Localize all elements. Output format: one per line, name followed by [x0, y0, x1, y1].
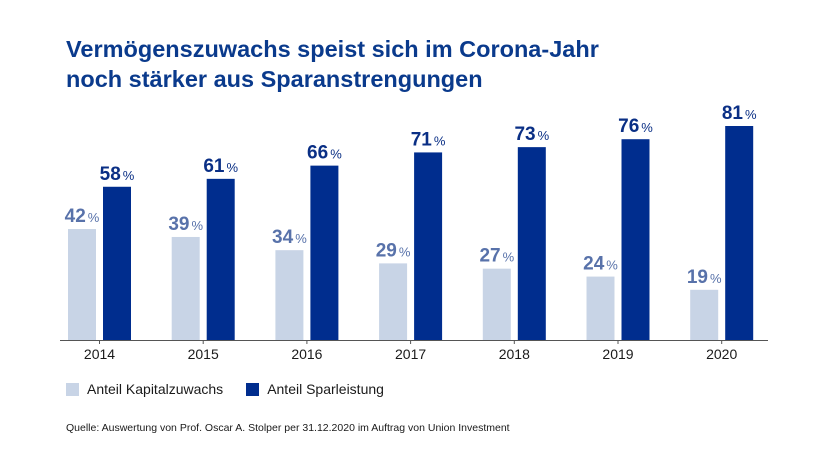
data-label-sparleistung-2017: 71%: [411, 129, 446, 150]
data-label-sparleistung-2015: 61%: [203, 156, 238, 177]
bar-sparleistung-2015: [206, 178, 235, 340]
data-label-kapitalzuwachs-2020: 19%: [687, 267, 722, 288]
data-label-kapitalzuwachs-2018: 27%: [479, 246, 514, 267]
bar-sparleistung-2020: [725, 126, 754, 340]
x-tick-label-2018: 2018: [499, 346, 530, 362]
data-label-kapitalzuwachs-2017: 29%: [376, 240, 411, 261]
data-label-sparleistung-2020: 81%: [722, 103, 757, 124]
bar-sparleistung-2016: [310, 165, 339, 340]
bar-kapitalzuwachs-2016: [275, 250, 304, 340]
data-label-kapitalzuwachs-2015: 39%: [168, 214, 203, 235]
data-label-sparleistung-2018: 73%: [514, 124, 549, 145]
bar-kapitalzuwachs-2020: [690, 289, 719, 340]
x-tick-label-2016: 2016: [291, 346, 322, 362]
data-label-kapitalzuwachs-2019: 24%: [583, 254, 618, 275]
legend-item-kapitalzuwachs: Anteil Kapitalzuwachs: [66, 381, 223, 397]
legend-label-sparleistung: Anteil Sparleistung: [267, 381, 384, 397]
chart-title-line-2: noch stärker aus Sparanstrengungen: [66, 66, 483, 92]
data-label-sparleistung-2019: 76%: [618, 116, 653, 137]
bar-kapitalzuwachs-2019: [586, 276, 615, 340]
legend-label-kapitalzuwachs: Anteil Kapitalzuwachs: [87, 381, 224, 397]
legend-swatch-kapitalzuwachs: [66, 382, 79, 396]
bar-sparleistung-2017: [414, 152, 443, 340]
chart-legend: Anteil Kapitalzuwachs Anteil Sparleistun…: [66, 381, 407, 397]
legend-swatch-sparleistung: [246, 382, 260, 396]
data-label-sparleistung-2014: 58%: [100, 164, 135, 185]
bar-sparleistung-2018: [517, 147, 546, 340]
bar-kapitalzuwachs-2014: [68, 229, 96, 340]
chart-title: Vermögenszuwachs speist sich im Corona-J…: [66, 34, 766, 94]
chart-title-line-1: Vermögenszuwachs speist sich im Corona-J…: [66, 36, 599, 62]
x-tick-label-2017: 2017: [395, 346, 426, 362]
x-tick-label-2020: 2020: [706, 346, 737, 362]
x-tick-label-2015: 2015: [188, 346, 219, 362]
x-tick-label-2019: 2019: [602, 346, 633, 362]
bar-sparleistung-2014: [103, 186, 131, 340]
data-label-sparleistung-2016: 66%: [307, 143, 342, 164]
bar-sparleistung-2019: [621, 139, 650, 340]
legend-item-sparleistung: Anteil Sparleistung: [246, 381, 384, 397]
bar-kapitalzuwachs-2017: [379, 263, 408, 340]
data-label-kapitalzuwachs-2016: 34%: [272, 227, 307, 248]
source-note: Quelle: Auswertung von Prof. Oscar A. St…: [66, 422, 510, 434]
bar-kapitalzuwachs-2018: [482, 268, 511, 340]
bar-kapitalzuwachs-2015: [171, 236, 200, 340]
x-tick-label-2014: 2014: [84, 346, 115, 362]
data-label-kapitalzuwachs-2014: 42%: [65, 206, 100, 227]
